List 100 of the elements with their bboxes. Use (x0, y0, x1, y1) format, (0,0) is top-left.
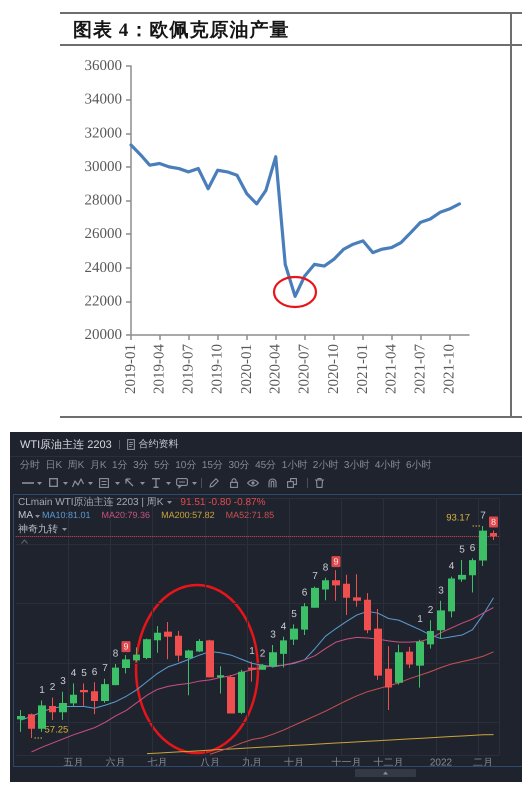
candlestick (217, 666, 224, 694)
text: 8 (490, 517, 496, 528)
text: 2 (428, 604, 434, 616)
text: 4小时 (374, 458, 400, 472)
y-tick-label: 34000 (84, 92, 122, 108)
candlestick (427, 620, 434, 650)
x-tick-label: 2020-10 (326, 344, 342, 394)
text: 5 (291, 608, 297, 620)
text: 日K (46, 459, 62, 472)
candlestick (248, 661, 256, 682)
chart-title: 图表 4：欧佩克原油产量 (73, 18, 290, 43)
candlestick (385, 646, 392, 710)
text: 8 (112, 648, 118, 660)
candlestick (175, 630, 182, 662)
text: 7 (480, 510, 486, 522)
candlestick (490, 530, 497, 540)
text: 9 (123, 642, 129, 652)
text: MA20:79.36 (102, 510, 150, 520)
candlestick (332, 570, 340, 602)
text: MA10:81.01 (42, 510, 91, 520)
candlestick (290, 624, 298, 646)
text: MA200:57.82 (161, 510, 215, 520)
candlestick (374, 608, 382, 680)
text: 1 (39, 685, 45, 696)
y-tick-label: 22000 (84, 293, 122, 310)
text: 6 (470, 542, 476, 554)
text: 3小时 (344, 458, 370, 472)
candlestick (70, 682, 77, 707)
candlestick (122, 654, 130, 674)
text: 2 (260, 648, 266, 660)
text: 5分 (154, 459, 170, 472)
candlestick (343, 574, 350, 616)
annotation: 93.17 (446, 512, 470, 524)
candlestick (469, 558, 476, 594)
text: 分时 (20, 458, 40, 472)
x-tick-label: 2022 (430, 758, 453, 768)
text: 6 (92, 666, 98, 678)
candlestick (185, 649, 193, 696)
y-tick-label: 36000 (84, 58, 122, 74)
candlestick (353, 574, 361, 608)
y-tick-label: 30000 (84, 158, 122, 175)
text: 3 (270, 630, 276, 641)
legend-title: MA (18, 510, 33, 521)
text: 3 (438, 585, 444, 596)
x-tick-label: 2020-01 (238, 344, 255, 394)
x-tick-label: 2019-07 (180, 344, 196, 394)
text: 2 (50, 682, 56, 694)
candlestick (406, 646, 413, 669)
candlestick (17, 709, 25, 732)
x-tick-label: 2019-01 (123, 344, 139, 394)
text: 1分 (112, 459, 128, 472)
text: 周K (68, 459, 84, 472)
text: 3 (60, 676, 66, 688)
text: 3分 (133, 459, 149, 472)
x-tick-label: 2020-04 (268, 344, 284, 394)
candlestick (364, 592, 371, 634)
x-tick-label: 2020-07 (296, 344, 313, 394)
candlestick (154, 626, 161, 654)
candlestick (437, 600, 445, 640)
candlestick (227, 674, 235, 714)
text: 5 (459, 544, 465, 556)
text: 合约资料 (138, 438, 179, 451)
text: 10分 (175, 459, 196, 472)
text: 91.51 -0.80 -0.87% (180, 496, 266, 508)
text: 8 (322, 562, 328, 574)
x-tick-label: 2019-10 (210, 344, 226, 394)
candlestick (143, 638, 151, 660)
candlestick (164, 622, 172, 660)
text: 4 (448, 561, 454, 572)
text: 1小时 (282, 458, 308, 472)
y-tick-label: 28000 (84, 192, 122, 208)
text: 1 (249, 646, 255, 658)
text: 月K (90, 459, 107, 472)
candlestick (101, 678, 109, 704)
y-tick-label: 24000 (84, 260, 122, 276)
text: 1 (417, 614, 423, 626)
chart-subtitle: CLmain WTI原油主连 2203 | 周K (18, 496, 164, 509)
text: 6 (302, 588, 308, 599)
candlestick (458, 560, 466, 582)
y-tick-label: 20000 (84, 327, 122, 343)
candlestick (196, 638, 203, 653)
text: 7 (102, 663, 108, 674)
chart-title: WTI原油主连 2203 (20, 438, 112, 452)
candlestick (280, 636, 287, 668)
text: 5 (81, 668, 87, 679)
candlestick (479, 525, 487, 566)
candlestick (301, 602, 308, 636)
candlestick (112, 663, 119, 686)
candlestick (259, 663, 266, 670)
x-tick-label: 2021-01 (355, 344, 371, 394)
text: 45分 (255, 459, 276, 472)
x-tick-label: 2021-10 (442, 344, 458, 394)
candlestick (91, 682, 98, 715)
candlestick (395, 644, 403, 686)
y-tick-label: 32000 (84, 125, 122, 142)
text: 2小时 (312, 458, 338, 472)
text: 7 (312, 571, 318, 582)
candlestick (28, 713, 35, 739)
candlestick (322, 577, 329, 601)
text: 30分 (228, 459, 250, 472)
